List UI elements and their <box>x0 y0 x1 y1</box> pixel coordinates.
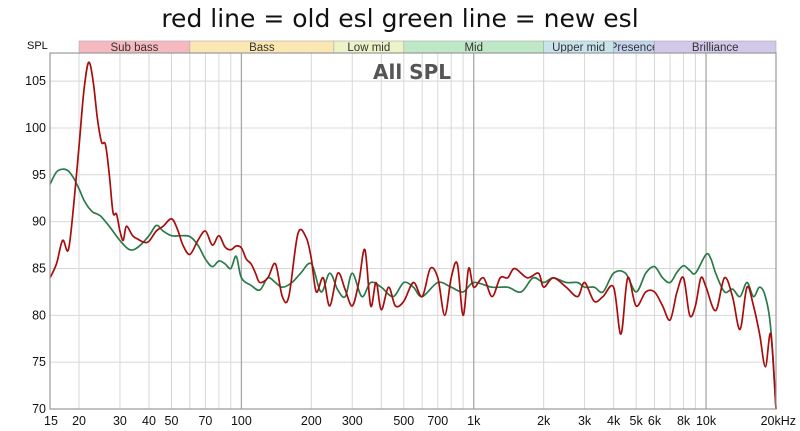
band-label-3: Mid <box>464 42 483 54</box>
x-tick-label-16: 6k <box>648 414 662 428</box>
series-line-1 <box>49 168 777 410</box>
y-tick-label-1: 75 <box>32 355 46 369</box>
gridlines <box>50 53 777 410</box>
series-line-0 <box>49 61 777 410</box>
x-tick-label-11: 1k <box>467 414 481 428</box>
inner-title: All SPL <box>373 60 451 84</box>
band-label-5: Presence <box>610 42 659 54</box>
y-tick-label-7: 105 <box>25 74 46 88</box>
x-tick-label-2: 30 <box>113 414 127 428</box>
band-label-1: Bass <box>249 42 275 54</box>
x-tick-label-14: 4k <box>607 414 621 428</box>
x-tick-label-9: 500 <box>393 414 414 428</box>
x-tick-label-19: 20kHz <box>761 414 796 428</box>
y-tick-labels: 70 75 80 85 90 95 100 105 <box>25 74 46 416</box>
x-tick-label-13: 3k <box>578 414 592 428</box>
frequency-bands: Sub bass Bass Low mid Mid Upper mid Presence B… <box>78 40 777 54</box>
band-label-6: Brilliance <box>692 42 739 54</box>
x-tick-label-8: 300 <box>342 414 363 428</box>
y-tick-label-3: 85 <box>32 261 46 275</box>
x-tick-label-18: 10k <box>696 414 717 428</box>
y-tick-label-6: 100 <box>25 121 46 135</box>
x-tick-label-5: 70 <box>198 414 212 428</box>
y-tick-label-2: 80 <box>32 308 46 322</box>
x-tick-label-1: 20 <box>72 414 86 428</box>
x-tick-label-4: 50 <box>165 414 179 428</box>
chart-title: red line = old esl green line = new esl <box>161 4 639 33</box>
x-tick-label-0: 15 <box>44 414 58 428</box>
plot-area <box>50 53 776 409</box>
series-lines <box>49 61 777 410</box>
band-label-0: Sub bass <box>110 42 158 54</box>
x-tick-label-3: 40 <box>142 414 156 428</box>
y-tick-label-4: 90 <box>32 215 46 229</box>
x-tick-label-12: 2k <box>537 414 551 428</box>
plot-frame <box>49 52 777 410</box>
y-tick-label-5: 95 <box>32 168 46 182</box>
y-tick-label-0: 70 <box>32 402 46 416</box>
x-tick-label-15: 5k <box>630 414 644 428</box>
x-tick-label-7: 200 <box>301 414 322 428</box>
x-tick-label-10: 700 <box>427 414 448 428</box>
x-tick-label-6: 100 <box>231 414 252 428</box>
y-axis-label: SPL <box>27 40 48 52</box>
band-label-2: Low mid <box>347 42 390 54</box>
x-tick-labels: 15 20 30 40 50 70 100 200 300 500 700 1k 2k 3k 4k 5k 6k 8… <box>44 414 796 428</box>
x-tick-label-17: 8k <box>677 414 691 428</box>
band-label-4: Upper mid <box>552 42 605 54</box>
